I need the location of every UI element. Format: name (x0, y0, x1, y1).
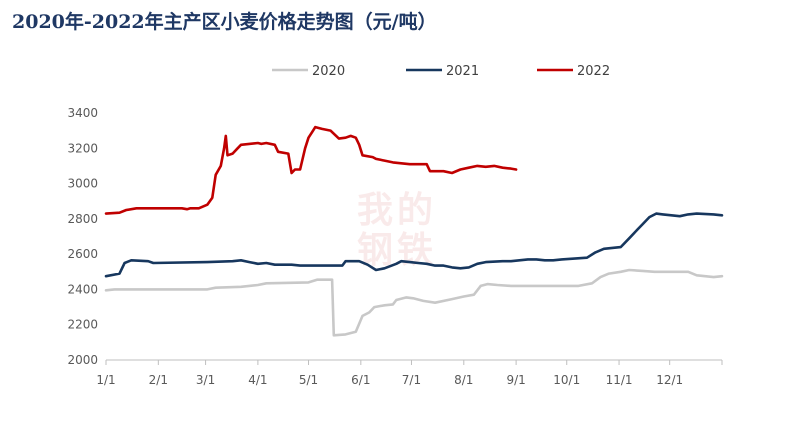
x-tick-label: 3/1 (196, 373, 215, 387)
watermark-glyph: 我 (357, 189, 393, 231)
x-tick-label: 10/1 (553, 373, 580, 387)
x-tick-label: 8/1 (454, 373, 473, 387)
y-tick-label: 3200 (67, 141, 98, 155)
series-line-2020 (104, 268, 724, 337)
legend: 2020 2021 2022 (272, 64, 610, 79)
legend-label-2021: 2021 (446, 64, 479, 79)
y-tick-label: 2600 (67, 247, 98, 261)
x-tick-label: 5/1 (299, 373, 318, 387)
x-tick-label: 11/1 (606, 373, 633, 387)
x-tick-label: 6/1 (351, 373, 370, 387)
series-layer (104, 125, 724, 337)
y-tick-label: 3400 (67, 106, 98, 120)
y-tick-label: 2200 (67, 318, 98, 332)
x-tick-label: 9/1 (506, 373, 525, 387)
x-tick-label: 1/1 (96, 373, 115, 387)
x-tick-label: 4/1 (248, 373, 267, 387)
watermark: 我的钢铁 (357, 189, 433, 271)
y-tick-label: 3000 (67, 177, 98, 191)
y-tick-label: 2400 (67, 282, 98, 296)
watermark-glyph: 钢 (357, 229, 393, 271)
chart-title: 2020年-2022年主产区小麦价格走势图（元/吨） (12, 10, 437, 33)
y-tick-label: 2800 (67, 212, 98, 226)
series-line-2022 (104, 125, 518, 215)
watermark-glyph: 的 (397, 189, 433, 231)
legend-label-2020: 2020 (312, 64, 345, 79)
legend-label-2022: 2022 (577, 64, 610, 79)
x-tick-label: 2/1 (149, 373, 168, 387)
x-tick-label: 12/1 (656, 373, 683, 387)
x-tick-label: 7/1 (402, 373, 421, 387)
series-line-2021 (104, 212, 724, 278)
axes: 2000 2200 2400 2600 2800 3000 3200 3400 1/1 2/1 3/… (67, 106, 723, 387)
y-tick-label: 2000 (67, 353, 98, 367)
